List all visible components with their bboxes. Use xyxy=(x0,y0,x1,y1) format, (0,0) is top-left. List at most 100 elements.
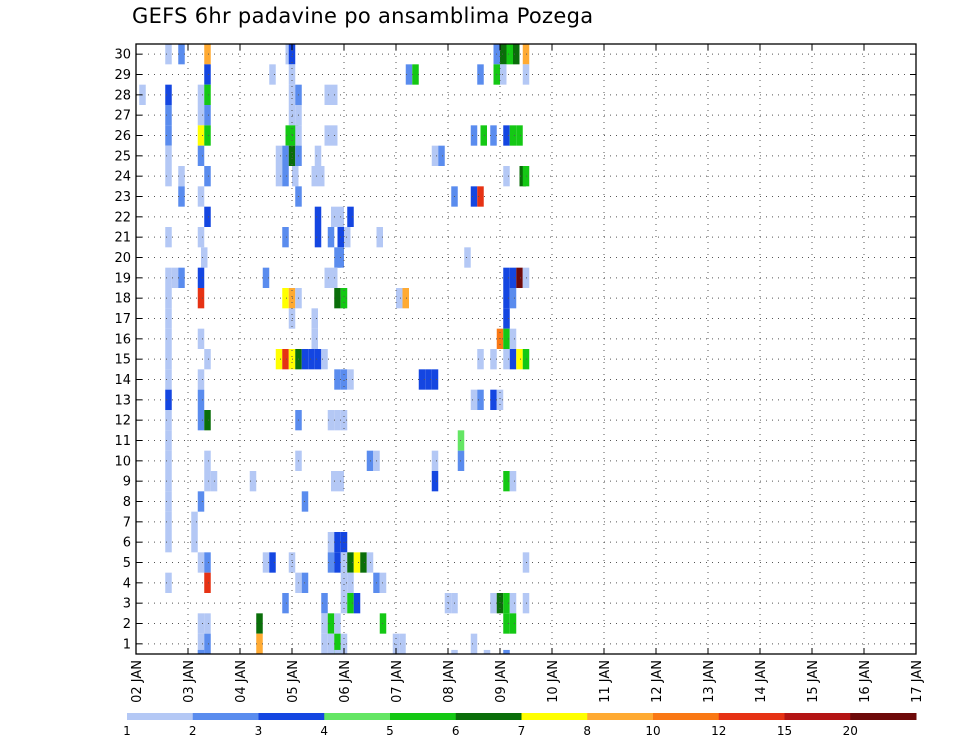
heatmap-cell xyxy=(347,206,354,227)
heatmap-cell xyxy=(340,572,348,593)
colorbar-label: 4 xyxy=(320,724,328,738)
colorbar-swatch xyxy=(258,713,325,720)
heatmap-cell xyxy=(509,125,517,146)
heatmap-cell xyxy=(503,308,510,329)
heatmap-cell xyxy=(197,328,205,349)
heatmap-cell xyxy=(204,613,211,634)
heatmap-cell xyxy=(282,166,289,187)
heatmap-cell xyxy=(425,369,432,390)
heatmap-cell xyxy=(165,511,172,532)
heatmap-cell xyxy=(197,633,205,654)
heatmap-cell xyxy=(503,267,510,288)
heatmap-cell xyxy=(451,649,458,654)
heatmap-cell xyxy=(204,349,211,370)
heatmap-cell xyxy=(516,267,523,288)
heatmap-cell xyxy=(165,389,172,410)
heatmap-cell xyxy=(165,491,172,512)
heatmap-cell xyxy=(314,145,322,166)
heatmap-cell xyxy=(165,410,172,431)
y-tick-label: 1 xyxy=(123,637,131,652)
heatmap-cell xyxy=(165,450,172,471)
chart-title: GEFS 6hr padavine po ansamblima Pozega xyxy=(132,4,594,28)
heatmap-cell xyxy=(353,593,361,614)
heatmap-cell xyxy=(201,247,208,268)
heatmap-cell xyxy=(321,593,328,614)
heatmap-cell xyxy=(496,593,504,614)
heatmap-cell xyxy=(204,64,211,85)
heatmap-cell xyxy=(197,410,205,431)
heatmap-cell xyxy=(506,44,513,65)
heatmap-cell xyxy=(516,125,523,146)
heatmap-cell xyxy=(503,288,510,309)
heatmap-cell xyxy=(165,166,172,187)
y-tick-label: 11 xyxy=(114,434,131,449)
colorbar-label: 20 xyxy=(843,724,858,738)
heatmap-cell xyxy=(178,267,185,288)
colorbar-swatch xyxy=(127,713,194,720)
heatmap-cell xyxy=(376,227,383,248)
heatmap-cell xyxy=(171,267,179,288)
y-tick-label: 5 xyxy=(123,556,131,571)
colorbar-swatch xyxy=(718,713,785,720)
heatmap-cell xyxy=(197,105,205,126)
heatmap-cell xyxy=(500,44,507,65)
heatmap-cell xyxy=(402,288,409,309)
colorbar-label: 5 xyxy=(386,724,394,738)
colorbar-swatch xyxy=(850,713,917,720)
colorbar-swatch xyxy=(324,713,391,720)
heatmap-cell xyxy=(464,247,471,268)
colorbar-label: 10 xyxy=(645,724,660,738)
heatmap-cell xyxy=(204,84,211,105)
heatmap-cell xyxy=(282,227,289,248)
x-tick-label: 07 JAN xyxy=(390,660,405,703)
heatmap-cell xyxy=(340,552,348,573)
heatmap-cell xyxy=(470,125,478,146)
heatmap-cell xyxy=(314,349,322,370)
heatmap-cell xyxy=(178,44,185,65)
heatmap-cell xyxy=(204,410,211,431)
x-tick-label: 06 JAN xyxy=(338,660,353,703)
heatmap-cell xyxy=(509,288,517,309)
colorbar-label: 1 xyxy=(123,724,131,738)
heatmap-cell xyxy=(197,267,205,288)
heatmap-cell xyxy=(340,593,348,614)
y-tick-label: 7 xyxy=(123,515,131,530)
heatmap-cell xyxy=(324,267,331,288)
y-tick-label: 18 xyxy=(114,292,131,307)
colorbar-swatch xyxy=(784,713,851,720)
colorbar-swatch xyxy=(390,713,457,720)
heatmap-cell xyxy=(490,593,497,614)
x-tick-label: 17 JAN xyxy=(910,660,925,703)
heatmap-cell xyxy=(204,471,211,492)
y-tick-label: 22 xyxy=(114,210,131,225)
heatmap-cell xyxy=(282,593,289,614)
heatmap-cell xyxy=(327,227,335,248)
y-tick-label: 3 xyxy=(123,597,131,612)
heatmap-cell xyxy=(269,64,276,85)
heatmap-cell xyxy=(431,471,439,492)
heatmap-cell xyxy=(418,369,426,390)
heatmap-cell xyxy=(503,471,510,492)
y-tick-label: 13 xyxy=(114,393,131,408)
x-tick-label: 03 JAN xyxy=(182,660,197,703)
heatmap-cell xyxy=(165,308,172,329)
heatmap-cell xyxy=(509,328,517,349)
y-tick-label: 28 xyxy=(114,88,131,103)
heatmap-cell xyxy=(347,593,354,614)
heatmap-cell xyxy=(412,64,419,85)
heatmap-cell xyxy=(470,389,478,410)
colorbar-legend: 1 2 3 4 5 6 7 8 10 12 15 20 xyxy=(123,713,917,738)
heatmap-cell xyxy=(197,84,205,105)
heatmap-cell xyxy=(509,593,517,614)
heatmap-cell xyxy=(191,511,198,532)
heatmap-cell xyxy=(204,206,211,227)
heatmap-cell xyxy=(438,145,445,166)
heatmap-cell xyxy=(204,105,211,126)
heatmap-cell xyxy=(340,633,348,654)
x-tick-label: 10 JAN xyxy=(546,660,561,703)
heatmap-cell xyxy=(314,206,322,227)
y-tick-label: 10 xyxy=(114,454,131,469)
heatmap-cell xyxy=(204,450,211,471)
heatmap-cell xyxy=(165,145,172,166)
